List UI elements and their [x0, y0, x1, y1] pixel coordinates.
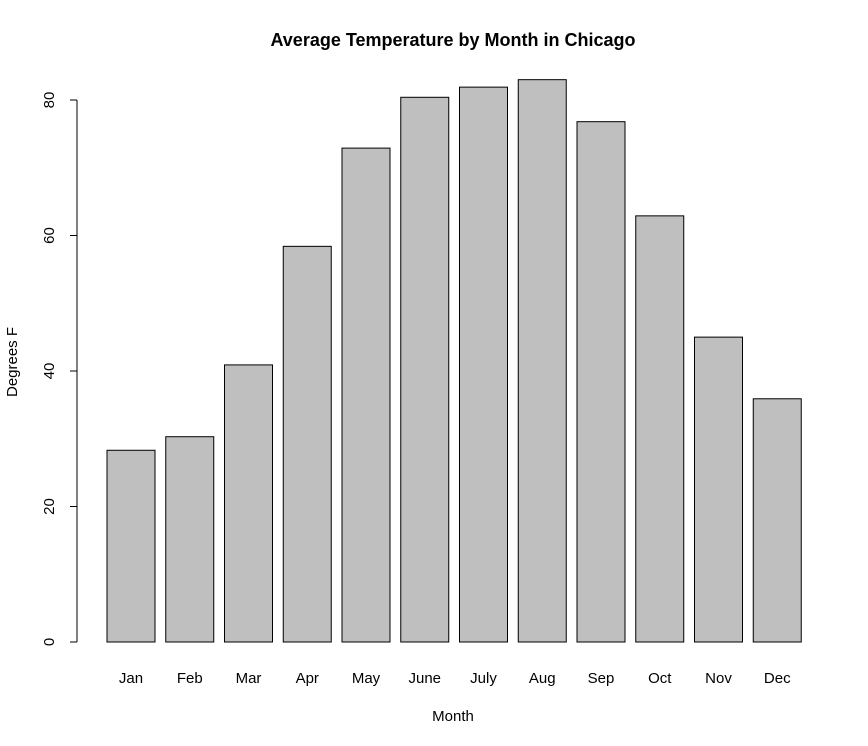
- bar-sep: [576, 121, 626, 643]
- y-tick-label-20: 20: [41, 498, 58, 515]
- y-tick-label-60: 60: [41, 227, 58, 244]
- x-tick-label-apr: Apr: [296, 670, 319, 687]
- x-tick-label-may: May: [352, 670, 381, 687]
- chart-title: Average Temperature by Month in Chicago: [270, 30, 635, 50]
- bar-aug: [517, 79, 567, 643]
- bar-may: [341, 147, 391, 643]
- bar-jan: [106, 449, 156, 643]
- y-axis-label: Degrees F: [4, 327, 21, 397]
- x-tick-label-aug: Aug: [529, 670, 556, 687]
- bar-feb: [165, 436, 215, 643]
- x-tick-label-oct: Oct: [648, 670, 672, 687]
- y-tick-label-40: 40: [41, 363, 58, 380]
- bar-nov: [694, 336, 743, 643]
- bar-dec: [752, 398, 802, 643]
- x-tick-label-dec: Dec: [764, 670, 791, 687]
- x-tick-labels: Jan Feb Mar Apr May June July Aug Sep Oct Nov Dec: [119, 670, 791, 687]
- x-tick-label-feb: Feb: [177, 670, 203, 687]
- bar-mar: [224, 364, 273, 643]
- bar-oct: [635, 215, 685, 643]
- x-tick-label-june: June: [408, 670, 441, 687]
- bars-group: [106, 79, 802, 643]
- y-tick-label-0: 0: [41, 638, 58, 646]
- bar-apr: [282, 245, 332, 643]
- bar-june: [400, 96, 450, 643]
- x-axis-label: Month: [432, 708, 474, 725]
- x-tick-label-jan: Jan: [119, 670, 143, 687]
- bar-july: [459, 86, 508, 643]
- y-tick-label-80: 80: [41, 92, 58, 109]
- x-tick-label-july: July: [470, 670, 497, 687]
- x-tick-label-sep: Sep: [588, 670, 615, 687]
- x-tick-label-nov: Nov: [705, 670, 732, 687]
- x-tick-label-mar: Mar: [236, 670, 262, 687]
- y-axis: 0 20 40 60 80: [41, 92, 78, 646]
